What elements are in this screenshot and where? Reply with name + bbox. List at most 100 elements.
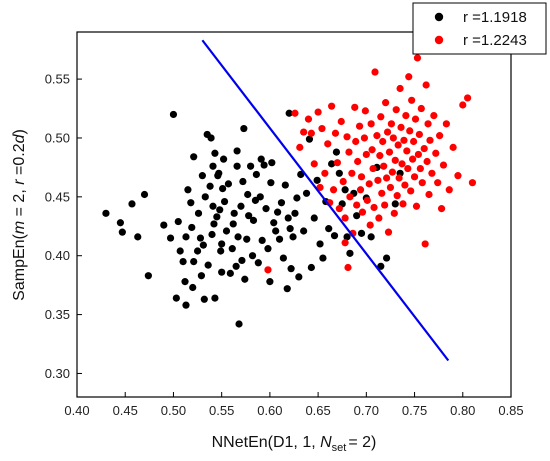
red-data-point (356, 186, 365, 194)
red-data-point (409, 155, 417, 163)
black-data-point (233, 147, 241, 155)
red-data-point (361, 107, 369, 115)
black-data-point (198, 172, 206, 180)
y-tick-label: 0.35 (45, 307, 70, 322)
black-data-point (272, 227, 280, 235)
black-data-point (245, 212, 253, 220)
black-data-point (284, 214, 292, 222)
black-data-point (194, 209, 203, 217)
red-data-point (393, 192, 401, 200)
plot-area-frame (76, 31, 512, 398)
red-data-point (304, 115, 313, 123)
x-tick-label: 0.70 (354, 403, 379, 418)
black-data-point (281, 181, 289, 189)
black-data-point (332, 148, 341, 156)
red-data-point (390, 209, 398, 217)
black-data-point (238, 256, 246, 265)
red-data-point (400, 136, 408, 144)
red-data-point (468, 179, 477, 187)
black-data-point (234, 233, 242, 241)
black-data-point (377, 262, 385, 270)
black-data-point (233, 162, 241, 170)
red-data-point (414, 150, 423, 159)
red-data-point (375, 214, 383, 222)
black-data-point (188, 223, 196, 232)
black-data-point (264, 245, 272, 253)
red-data-point (337, 117, 345, 126)
red-data-point (363, 196, 371, 204)
black-data-point (258, 236, 266, 245)
red-data-point (417, 104, 425, 113)
red-data-point (420, 144, 428, 153)
red-data-point (421, 240, 429, 248)
black-data-point (181, 278, 189, 286)
data-points (102, 54, 477, 328)
black-data-point (346, 249, 354, 257)
red-data-point (382, 174, 391, 182)
red-data-point (434, 179, 442, 187)
black-data-point (211, 149, 219, 157)
x-tick-label: 0.80 (450, 403, 475, 418)
red-data-point (377, 113, 385, 121)
red-data-point (404, 164, 412, 173)
red-data-point (407, 187, 415, 195)
y-tick-label: 0.55 (45, 72, 70, 87)
red-data-point (423, 157, 431, 166)
black-data-point (279, 254, 287, 262)
black-data-point (307, 263, 315, 272)
legend: r =1.1918 r =1.2243 (412, 2, 547, 55)
black-data-point (226, 269, 234, 277)
black-data-point (211, 294, 219, 302)
red-data-point (355, 122, 364, 130)
black-data-point (199, 241, 207, 249)
red-data-point (464, 94, 472, 102)
red-data-point (426, 136, 434, 144)
red-data-point (328, 102, 336, 110)
legend-marker-black (434, 12, 444, 22)
red-data-point (357, 173, 366, 181)
y-axis-title: SampEn(m = 2, r =0.2d) (11, 129, 28, 301)
red-data-point (409, 137, 418, 146)
red-data-point (385, 148, 394, 156)
black-data-point (172, 294, 180, 302)
black-data-point (193, 247, 202, 255)
red-data-point (339, 177, 347, 186)
black-data-point (286, 225, 294, 233)
black-data-point (197, 272, 206, 280)
red-data-point (380, 162, 388, 170)
black-data-point (222, 227, 231, 235)
black-data-point (313, 176, 321, 184)
black-data-point (260, 161, 268, 169)
black-data-point (230, 209, 238, 217)
red-data-point (386, 183, 395, 192)
red-data-point (410, 173, 419, 181)
red-data-point (436, 132, 444, 140)
black-data-point (295, 273, 303, 281)
black-data-point (200, 295, 208, 303)
legend-label-series-1: r =1.1918 (463, 9, 527, 26)
red-data-point (370, 203, 378, 212)
black-data-point (241, 275, 249, 283)
x-tick-label: 0.50 (161, 403, 186, 418)
black-data-point (310, 214, 318, 222)
black-data-point (267, 179, 275, 187)
black-data-point (239, 177, 247, 186)
red-data-point (343, 133, 351, 141)
black-data-point (209, 202, 217, 210)
black-data-point (174, 217, 182, 226)
red-data-point (314, 108, 322, 116)
red-data-point (402, 111, 410, 120)
black-data-point (213, 213, 221, 221)
red-data-point (397, 123, 405, 131)
red-data-point (345, 148, 353, 156)
red-data-point (341, 239, 349, 247)
black-data-point (228, 245, 236, 253)
red-data-point (428, 169, 436, 177)
red-data-point (365, 180, 373, 188)
black-data-point (206, 182, 214, 190)
black-data-point (391, 200, 399, 208)
red-data-point (369, 164, 377, 173)
black-data-point (353, 212, 361, 220)
black-data-point (208, 230, 216, 239)
